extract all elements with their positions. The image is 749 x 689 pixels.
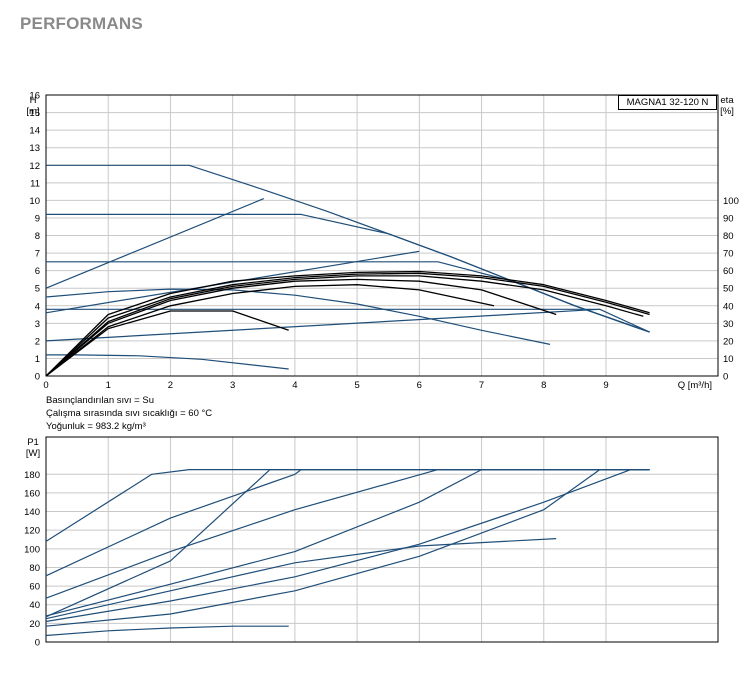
hq-y-tick-label: 10 <box>29 196 40 207</box>
power-curve <box>45 469 632 623</box>
temperature-note: Çalışma sırasında sıvı sıcaklığı = 60 °C <box>46 408 213 419</box>
pq-y-tick-label: 80 <box>29 563 40 574</box>
pq-y-tick-label: 60 <box>29 582 40 593</box>
hq-y-tick-label: 12 <box>29 161 40 172</box>
efficiency-curve <box>45 284 495 377</box>
pq-y-tick-label: 20 <box>29 619 40 630</box>
hq-y-tick-label: 5 <box>35 284 40 295</box>
hq-y-tick-label: 2 <box>35 336 40 347</box>
hq-x-tick-label: 4 <box>292 380 297 391</box>
system-curve <box>45 250 420 314</box>
pq-y-tick-label: 100 <box>24 544 40 555</box>
system-curve <box>45 308 600 342</box>
power-curve <box>45 469 650 577</box>
hq-y-tick-label: 7 <box>35 249 40 260</box>
hq-y-tick-label: 13 <box>29 143 40 154</box>
hq-y2-axis-label: eta <box>720 95 734 106</box>
head-flow-chart: 0123456789101112131415160102030405060708… <box>26 91 738 392</box>
hq-x-tick-label: 3 <box>230 380 235 391</box>
head-curve <box>46 261 650 333</box>
hq-x-axis-label: Q [m³/h] <box>678 380 712 391</box>
hq-plot-frame <box>45 94 719 377</box>
hq-y-tick-label: 16 <box>29 91 40 102</box>
hq-y-tick-label: 15 <box>29 108 40 119</box>
pq-y-tick-label: 40 <box>29 600 40 611</box>
hq-y-tick-label: 4 <box>35 301 40 312</box>
pump-model-badge: MAGNA1 32-120 N <box>618 95 717 110</box>
hq-x-tick-label: 2 <box>168 380 173 391</box>
hq-y2-tick-label: 90 <box>723 213 734 224</box>
system-curve <box>45 198 265 289</box>
efficiency-curve <box>45 310 289 377</box>
hq-x-tick-label: 6 <box>417 380 422 391</box>
head-curve <box>46 354 289 370</box>
pq-y-axis-label: P1 <box>27 437 39 448</box>
hq-y2-tick-label: 50 <box>723 284 734 295</box>
hq-y2-tick-label: 10 <box>723 354 734 365</box>
pq-y-axis-unit: [W] <box>26 448 40 459</box>
pq-y-tick-label: 120 <box>24 526 40 537</box>
hq-y2-tick-label: 60 <box>723 266 734 277</box>
efficiency-curve <box>45 272 650 377</box>
efficiency-curve <box>45 278 557 377</box>
hq-x-tick-label: 0 <box>43 380 48 391</box>
hq-y2-tick-label: 30 <box>723 319 734 330</box>
hq-y2-tick-label: 0 <box>723 372 728 383</box>
hq-y-tick-label: 6 <box>35 266 40 277</box>
power-curve <box>45 469 650 627</box>
hq-y2-tick-label: 80 <box>723 231 734 242</box>
hq-y-tick-label: 9 <box>35 213 40 224</box>
power-flow-chart: 0 20 40 60 80 100 120 140 160 180 P1[W] <box>24 436 719 649</box>
hq-x-tick-label: 9 <box>603 380 608 391</box>
head-curve <box>45 288 551 345</box>
pq-y-tick-label: 160 <box>24 488 40 499</box>
efficiency-curve <box>45 275 644 377</box>
pq-plot-frame <box>45 436 719 643</box>
hq-y-axis-label: H <box>30 95 37 106</box>
hq-y-tick-label: 1 <box>35 354 40 365</box>
hq-y-tick-label: 11 <box>30 178 40 189</box>
hq-y2-tick-label: 20 <box>723 336 734 347</box>
hq-y2-axis-unit: [%] <box>720 106 734 117</box>
hq-y-tick-label: 0 <box>35 372 40 383</box>
hq-y-tick-label: 14 <box>29 126 40 137</box>
power-curve <box>45 538 557 620</box>
efficiency-curve <box>45 270 650 377</box>
hq-x-tick-label: 5 <box>354 380 359 391</box>
hq-y-tick-label: 3 <box>35 319 40 330</box>
power-curve <box>45 625 289 637</box>
fluid-note: Basınçlandırılan sıvı = Su <box>46 395 154 406</box>
pq-y-tick-label: 140 <box>24 507 40 518</box>
power-curve <box>45 469 650 617</box>
hq-y2-tick-label: 40 <box>723 301 734 312</box>
pq-y-tick-label: 0 <box>35 638 40 649</box>
density-note: Yoğunluk = 983.2 kg/m³ <box>46 421 146 432</box>
hq-y-axis-unit: [m] <box>26 106 39 117</box>
hq-x-tick-label: 1 <box>106 380 111 391</box>
hq-y2-tick-label: 100 <box>723 196 739 207</box>
hq-x-tick-label: 8 <box>541 380 546 391</box>
hq-y-tick-label: 8 <box>35 231 40 242</box>
hq-x-tick-label: 7 <box>479 380 484 391</box>
pq-y-tick-label: 180 <box>24 470 40 481</box>
head-curve <box>46 164 650 333</box>
power-curve <box>45 469 650 618</box>
page-title: PERFORMANS <box>20 14 143 33</box>
hq-y2-tick-label: 70 <box>723 249 734 260</box>
